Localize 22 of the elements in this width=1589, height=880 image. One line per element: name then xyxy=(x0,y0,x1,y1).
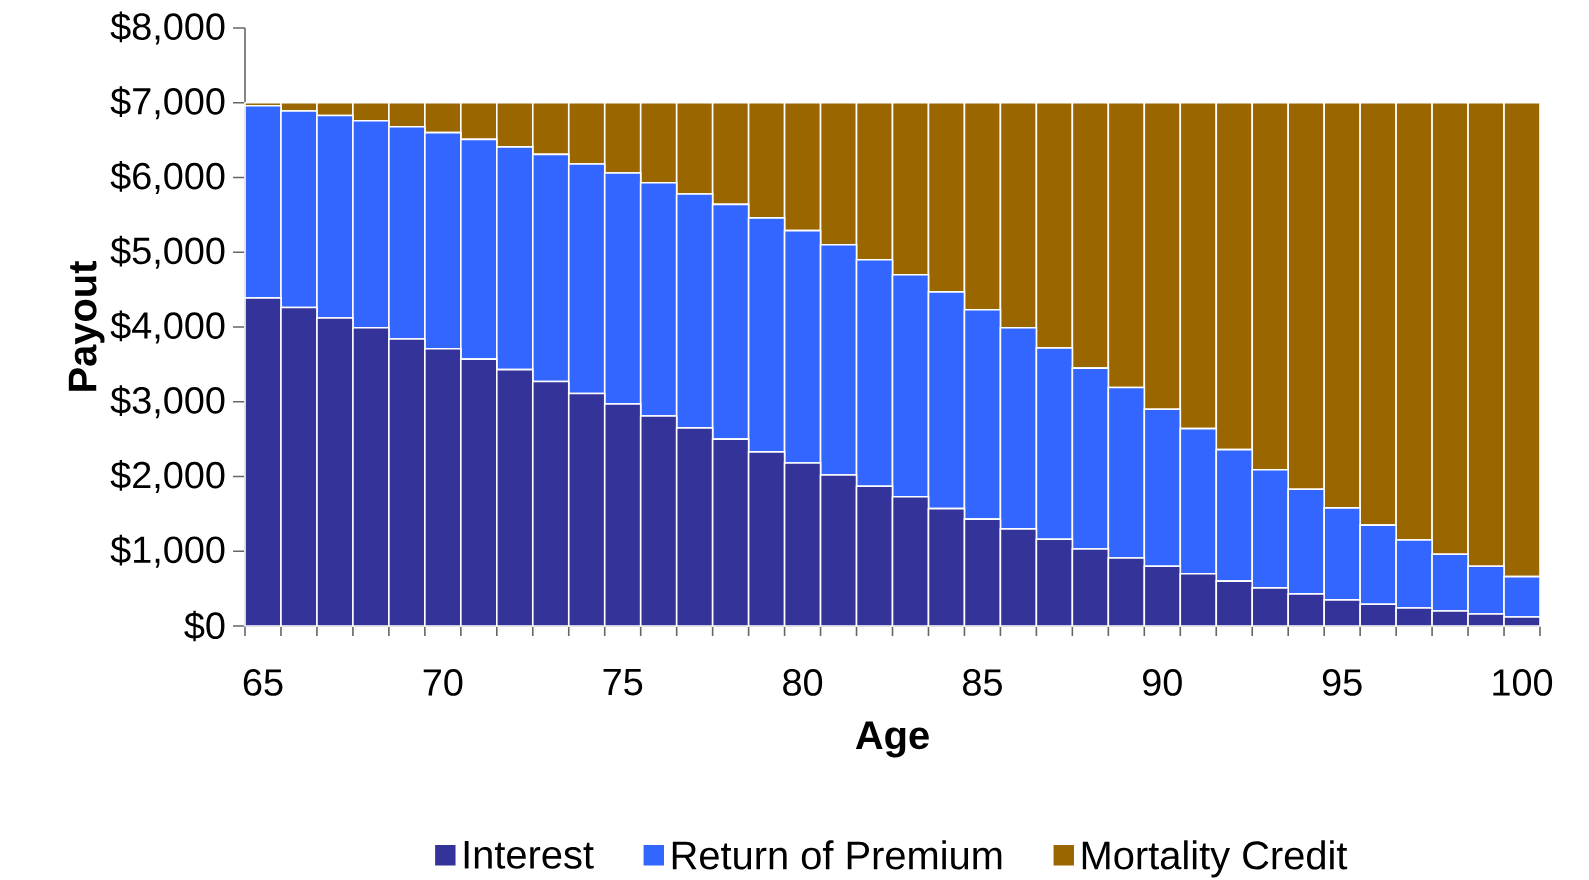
y-tick-label: $3,000 xyxy=(110,385,225,419)
legend-label: Mortality Credit xyxy=(1082,840,1348,878)
y-tick-label: $8,000 xyxy=(110,11,225,45)
y-tick-label: $0 xyxy=(184,610,225,642)
x-tick-label: 70 xyxy=(423,669,463,696)
x-tick-label: 95 xyxy=(1322,669,1362,696)
x-tick-label: 85 xyxy=(963,669,1002,696)
x-tick-label: 100 xyxy=(1493,669,1553,696)
x-tick-label: 90 xyxy=(1143,669,1182,696)
y-tick-label: $1,000 xyxy=(110,534,225,568)
x-tick-label: 75 xyxy=(603,669,643,696)
x-tick-label: 80 xyxy=(783,669,823,696)
legend-label: Interest xyxy=(464,841,594,869)
x-axis-title: Age xyxy=(855,721,929,758)
y-tick-label: $7,000 xyxy=(110,86,225,120)
x-tick-label: 65 xyxy=(243,669,283,696)
y-tick-label: $5,000 xyxy=(110,235,225,269)
y-tick-label: $4,000 xyxy=(110,310,225,344)
y-tick-label: $6,000 xyxy=(110,161,225,194)
y-tick-label: $2,000 xyxy=(110,460,225,493)
y-axis-title: Payout xyxy=(68,261,105,391)
legend-label: Return of Premium xyxy=(672,840,1002,870)
